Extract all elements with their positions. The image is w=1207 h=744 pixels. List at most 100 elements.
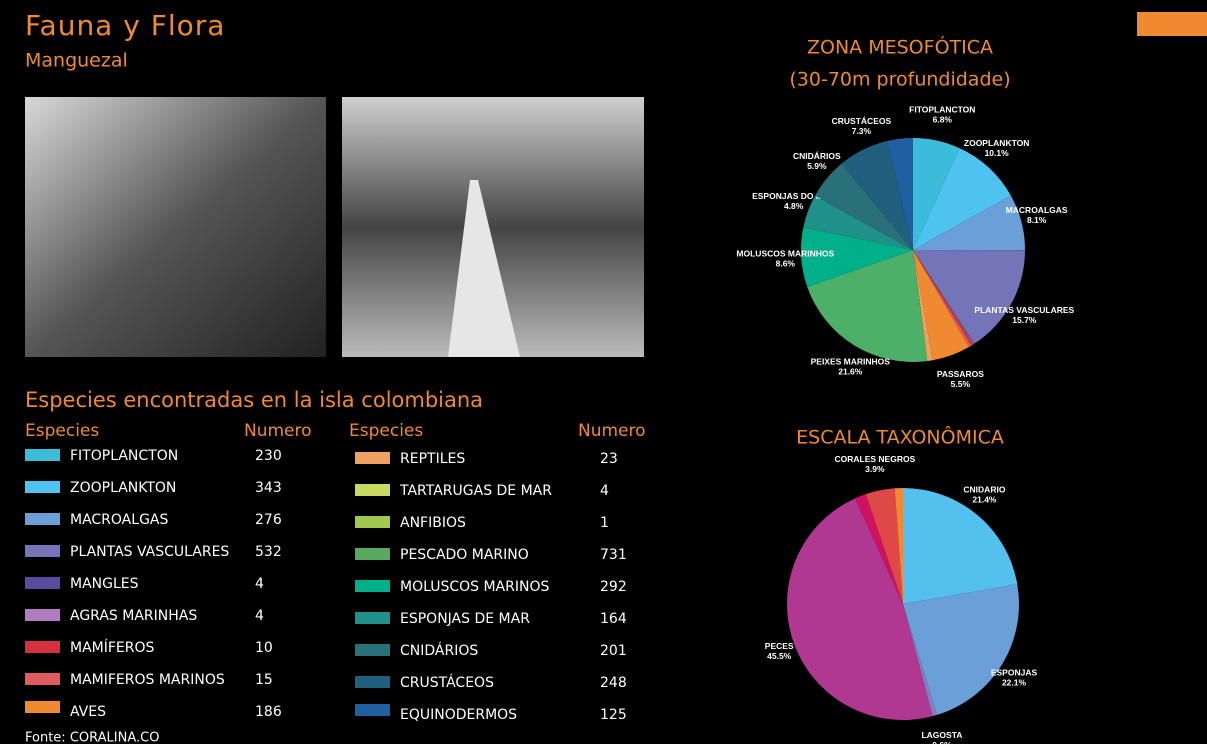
legend-swatch <box>355 644 390 656</box>
legend-swatch <box>355 516 390 528</box>
charts: ZONA MESOFÓTICA (30-70m profundidade) FITO… <box>736 35 1074 744</box>
species-name: MOLUSCOS MARINOS <box>400 579 549 595</box>
species-number: 125 <box>600 707 627 723</box>
species-name: REPTILES <box>400 451 465 467</box>
species-number: 276 <box>255 512 282 528</box>
slice-label: CNIDÁRIOS <box>793 151 841 161</box>
slice-label: CRUSTÁCEOS <box>832 116 892 126</box>
chart-title: ESCALA TAXONÔMICA <box>796 425 1004 449</box>
slice-value-label: 6.8% <box>933 114 953 124</box>
species-name: MAMÍFEROS <box>70 639 155 656</box>
species-number: 10 <box>255 640 273 656</box>
species-name: ZOOPLANKTON <box>70 480 176 496</box>
species-number: 186 <box>255 704 282 720</box>
pie-slice <box>903 488 1017 604</box>
species-name: AGRAS MARINHAS <box>70 608 197 624</box>
legend-swatch <box>355 548 390 560</box>
species-number: 23 <box>600 451 618 467</box>
species-number: 343 <box>255 480 282 496</box>
species-name: MAMIFEROS MARINOS <box>70 672 225 688</box>
infographic: Fauna y Flora Manguezal Especies encontr… <box>0 0 1207 744</box>
slice-value-label: 8.6% <box>776 258 796 268</box>
legend-swatch <box>25 449 60 461</box>
slice-value-label: 10.1% <box>985 148 1010 158</box>
species-number: 15 <box>255 672 273 688</box>
photo <box>25 97 326 357</box>
slice-label: ZOOPLANKTON <box>964 138 1029 148</box>
slice-value-label: 21.6% <box>838 367 863 377</box>
legend-swatch <box>25 545 60 557</box>
slice-value-label: 3.9% <box>865 464 885 474</box>
corner-tab <box>1137 12 1207 36</box>
slice-label: PEIXES MARINHOS <box>811 357 891 367</box>
page-title: Fauna y Flora <box>25 9 225 42</box>
legend-swatch <box>355 704 390 716</box>
species-name: FITOPLANCTON <box>70 448 178 464</box>
slice-label: LAGOSTA <box>921 730 962 740</box>
species-table: FITOPLANCTON 230 ZOOPLANKTON 343 MACROALGAS 2… <box>25 448 627 723</box>
slice-value-label: 7.3% <box>852 126 872 136</box>
page-subtitle: Manguezal <box>25 50 128 72</box>
chart-subtitle: (30-70m profundidade) <box>789 69 1010 91</box>
slice-label: PECES <box>765 641 794 651</box>
species-name: MANGLES <box>70 576 139 592</box>
species-name: MACROALGAS <box>70 512 168 528</box>
chart-title: ZONA MESOFÓTICA <box>807 35 993 59</box>
page: {"header": {"title": "Fauna y Flora", "s… <box>0 0 1207 744</box>
species-name: TARTARUGAS DE MAR <box>399 483 552 499</box>
slice-label: PASSAROS <box>937 369 984 379</box>
legend-swatch <box>355 580 390 592</box>
slice-value-label: 5.5% <box>951 379 971 389</box>
legend-swatch <box>25 673 60 685</box>
column-header: Especies <box>25 421 99 441</box>
legend-swatch <box>25 641 60 653</box>
legend-swatch <box>355 612 390 624</box>
species-name: AVES <box>70 704 106 720</box>
legend-swatch <box>355 676 390 688</box>
species-number: 201 <box>600 643 627 659</box>
species-name: PLANTAS VASCULARES <box>70 544 229 560</box>
slice-value-label: 8.1% <box>1027 215 1047 225</box>
slice-label: ESPONJAS <box>991 668 1038 678</box>
species-number: 4 <box>255 608 264 624</box>
species-name: CRUSTÁCEOS <box>400 674 494 691</box>
slice-label: PLANTAS VASCULARES <box>974 305 1074 315</box>
species-number: 4 <box>600 483 609 499</box>
slice-label: FITOPLANCTON <box>909 104 975 114</box>
slice-label: CNIDARIO <box>963 485 1005 495</box>
species-name: EQUINODERMOS <box>400 707 517 723</box>
species-name: CNIDÁRIOS <box>400 642 478 659</box>
species-number: 1 <box>600 515 609 531</box>
source: Fonte: CORALINA.CO <box>25 731 159 744</box>
legend-swatch <box>25 513 60 525</box>
species-number: 4 <box>255 576 264 592</box>
slice-label: CORALES NEGROS <box>834 454 915 464</box>
species-number: 248 <box>600 675 627 691</box>
slice-label: MACROALGAS <box>1006 205 1068 215</box>
slice-value-label: 21.4% <box>972 495 997 505</box>
column-header: Especies <box>349 421 423 441</box>
species-number: 164 <box>600 611 627 627</box>
column-header: Numero <box>578 421 646 441</box>
legend-swatch <box>355 484 390 496</box>
slice-value-label: 4.8% <box>784 201 804 211</box>
slice-value-label: 45.5% <box>767 651 792 661</box>
column-header: Numero <box>244 421 312 441</box>
table-title: Especies encontradas en la isla colombia… <box>25 388 483 412</box>
legend-swatch <box>25 701 60 713</box>
legend-swatch <box>25 577 60 589</box>
slice-label: MOLUSCOS MARINHOS <box>736 248 834 258</box>
species-number: 292 <box>600 579 627 595</box>
slice-value-label: 22.1% <box>1002 678 1027 688</box>
species-name: PESCADO MARINO <box>400 547 529 563</box>
legend-swatch <box>355 452 390 464</box>
slice-value-label: 5.9% <box>807 161 827 171</box>
species-number: 532 <box>255 544 282 560</box>
legend-swatch <box>25 609 60 621</box>
slice-value-label: 15.7% <box>1012 315 1037 325</box>
species-number: 230 <box>255 448 282 464</box>
legend-swatch <box>25 481 60 493</box>
species-number: 731 <box>600 547 627 563</box>
species-name: ESPONJAS DE MAR <box>400 611 530 627</box>
slice-value-label: 0.6% <box>932 740 952 744</box>
